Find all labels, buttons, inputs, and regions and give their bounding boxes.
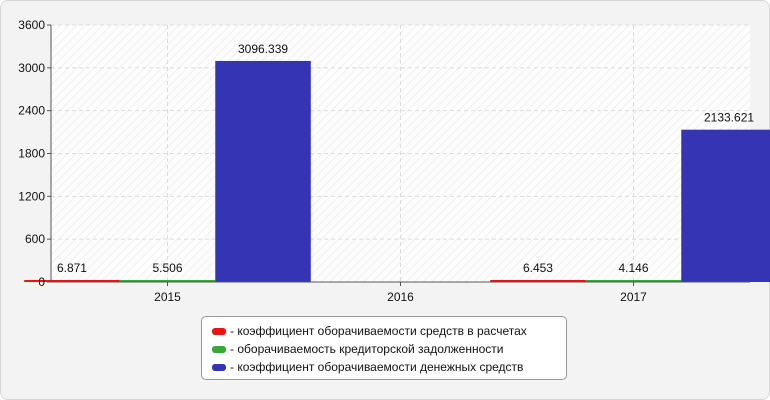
axes: 0 600 1200 1800 2400 3000 3600 2015 2016 2017 [18, 18, 750, 304]
bar [681, 129, 770, 282]
bar [490, 280, 586, 282]
legend-item: - коэффициент оборачиваемости денежных с… [212, 358, 566, 376]
data-label: 6.871 [57, 261, 87, 275]
bar [119, 280, 216, 282]
bar-chart: 0 600 1200 1800 2400 3000 3600 2015 2016 2017 6.8… [18, 18, 770, 304]
legend-label: коэффициент оборачиваемости денежных сре… [237, 360, 524, 374]
y-tick-label: 3000 [18, 61, 45, 75]
data-label: 4.146 [618, 261, 648, 275]
x-tick-label: 2017 [620, 290, 647, 304]
y-tick-label: 2400 [18, 104, 45, 118]
legend-prefix: - [230, 360, 238, 374]
data-label: 2133.621 [704, 111, 754, 125]
data-label: 5.506 [152, 261, 182, 275]
legend-item: - коэффициент оборачиваемости средств в … [212, 322, 566, 340]
y-tick-label: 1200 [18, 189, 45, 203]
y-tick-label: 1800 [18, 147, 45, 161]
legend-swatch-green [212, 345, 226, 353]
x-tick-label: 2016 [387, 290, 414, 304]
grid [51, 24, 750, 282]
bar [215, 60, 311, 283]
y-tick-label: 0 [38, 275, 45, 289]
legend-label: коэффициент оборачиваемости средств в ра… [237, 324, 527, 338]
labels: 6.871 5.506 3096.339 6.453 4.146 2133.621 [57, 42, 754, 275]
data-label: 3096.339 [238, 42, 288, 56]
legend-swatch-red [212, 327, 226, 335]
chart-legend: - коэффициент оборачиваемости средств в … [201, 316, 567, 380]
data-label: 6.453 [523, 261, 553, 275]
bar [24, 280, 120, 282]
bars [24, 60, 770, 283]
legend-swatch-blue [212, 363, 226, 371]
y-tick-label: 3600 [18, 18, 45, 32]
legend-item: - оборачиваемость кредиторской задолженн… [212, 340, 566, 358]
legend-prefix: - [230, 342, 238, 356]
y-tick-label: 600 [25, 232, 45, 246]
legend-label: оборачиваемость кредиторской задолженнос… [237, 342, 504, 356]
legend-prefix: - [230, 324, 238, 338]
x-tick-label: 2015 [154, 290, 181, 304]
bar [585, 280, 682, 282]
